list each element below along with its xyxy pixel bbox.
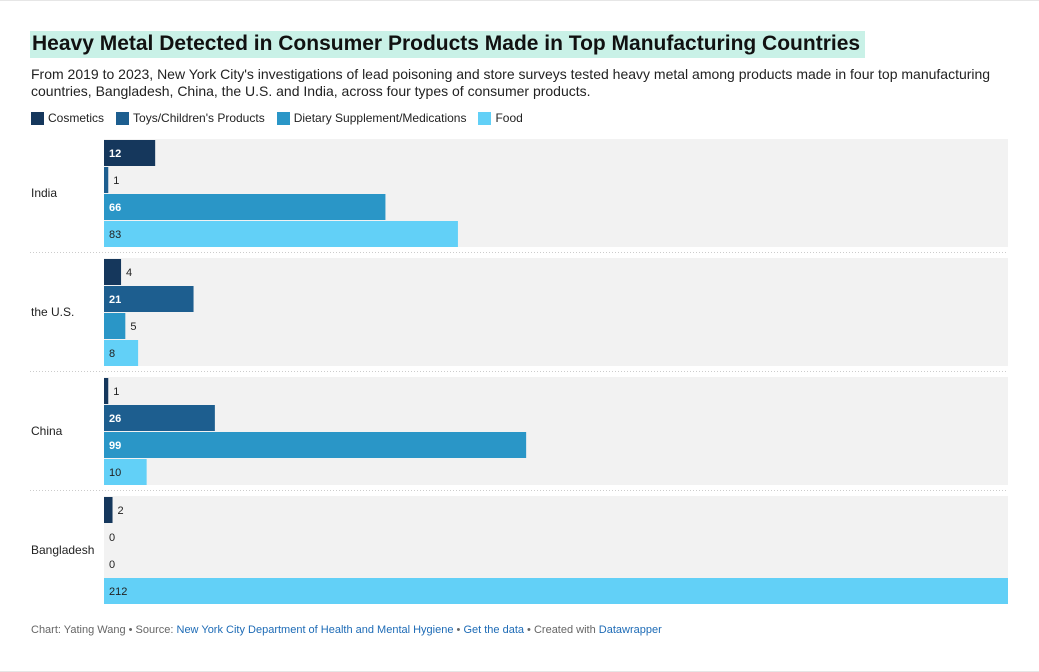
bar-chart: India 12 1 66 83 the U.S. 4 21 5 8 China 1 26 99 10 Ban…	[30, 139, 1008, 604]
bar	[104, 221, 458, 247]
legend-label: Dietary Supplement/Medications	[293, 111, 467, 125]
data-label: 26	[109, 413, 121, 425]
bar	[104, 340, 139, 366]
bar	[104, 140, 156, 166]
legend-item: Dietary Supplement/Medications	[276, 111, 467, 125]
bar	[104, 259, 122, 285]
data-label: 0	[109, 532, 115, 544]
footer-credit: Chart: Yating Wang • Source:	[31, 624, 177, 636]
bar	[104, 459, 147, 485]
bar	[104, 578, 1008, 604]
legend-item: Food	[478, 111, 523, 125]
legend-item: Toys/Children's Products	[116, 111, 265, 125]
legend-swatch	[276, 111, 290, 125]
data-label: 5	[130, 321, 136, 333]
data-label: 10	[109, 467, 121, 479]
legend-item: Cosmetics	[31, 111, 104, 125]
legend-label: Toys/Children's Products	[133, 111, 265, 125]
category-label: the U.S.	[31, 305, 74, 319]
bar	[104, 405, 215, 431]
legend: Cosmetics Toys/Children's Products Dietary…	[31, 111, 535, 125]
legend-swatch	[478, 111, 492, 125]
data-label: 8	[109, 348, 115, 360]
legend-swatch	[31, 111, 44, 125]
bar	[104, 313, 126, 339]
data-label: 66	[109, 202, 121, 214]
data-label: 99	[109, 440, 121, 452]
data-label: 0	[109, 559, 115, 571]
data-label: 1	[113, 175, 119, 187]
bar	[104, 286, 194, 312]
bar	[104, 378, 109, 404]
get-data-link[interactable]: Get the data	[463, 624, 524, 636]
top-divider	[0, 0, 1039, 1]
data-label: 83	[109, 229, 121, 241]
bar	[104, 432, 527, 458]
data-label: 21	[109, 294, 121, 306]
category-label: India	[31, 186, 57, 200]
footer-created-with: • Created with	[524, 624, 599, 636]
group-background	[104, 377, 1008, 485]
bar	[104, 167, 109, 193]
legend-swatch	[116, 111, 130, 125]
legend-label: Cosmetics	[48, 111, 105, 125]
chart-title: Heavy Metal Detected in Consumer Product…	[30, 31, 866, 58]
source-link[interactable]: New York City Department of Health and M…	[176, 624, 454, 636]
footer-separator: •	[453, 624, 464, 636]
chart-subtitle: From 2019 to 2023, New York City's inves…	[31, 66, 991, 99]
data-label: 4	[126, 267, 132, 279]
legend-label: Food	[495, 111, 523, 125]
data-label: 1	[113, 386, 119, 398]
data-label: 12	[109, 148, 121, 160]
data-label: 2	[118, 505, 124, 517]
datawrapper-link[interactable]: Datawrapper	[598, 624, 662, 636]
group-background	[104, 258, 1008, 366]
bar	[104, 194, 386, 220]
data-label: 212	[109, 586, 127, 598]
bar	[104, 497, 113, 523]
chart-footer: Chart: Yating Wang • Source: New York Ci…	[31, 624, 662, 636]
category-label: China	[31, 424, 63, 438]
title-wrap: Heavy Metal Detected in Consumer Product…	[30, 31, 866, 58]
category-label: Bangladesh	[31, 543, 94, 557]
